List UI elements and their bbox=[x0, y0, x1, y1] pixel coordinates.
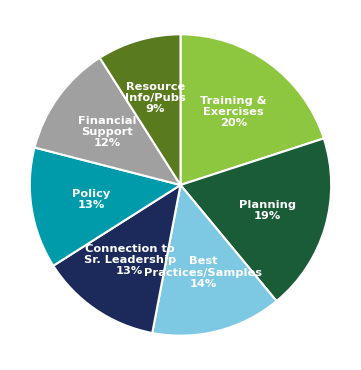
Text: Best
Practices/Samples
14%: Best Practices/Samples 14% bbox=[144, 256, 262, 289]
Wedge shape bbox=[35, 58, 181, 185]
Wedge shape bbox=[180, 34, 324, 185]
Wedge shape bbox=[180, 138, 331, 301]
Text: Policy
13%: Policy 13% bbox=[72, 189, 110, 210]
Wedge shape bbox=[100, 34, 180, 185]
Text: Financial
Support
12%: Financial Support 12% bbox=[78, 116, 136, 148]
Text: Connection to
Sr. Leadership
13%: Connection to Sr. Leadership 13% bbox=[83, 243, 176, 276]
Text: Training &
Exercises
20%: Training & Exercises 20% bbox=[200, 96, 267, 128]
Text: Planning
19%: Planning 19% bbox=[239, 200, 296, 221]
Wedge shape bbox=[30, 148, 180, 266]
Text: Resource
Info/Pubs
9%: Resource Info/Pubs 9% bbox=[125, 82, 186, 114]
Wedge shape bbox=[152, 185, 277, 336]
Wedge shape bbox=[53, 185, 180, 333]
